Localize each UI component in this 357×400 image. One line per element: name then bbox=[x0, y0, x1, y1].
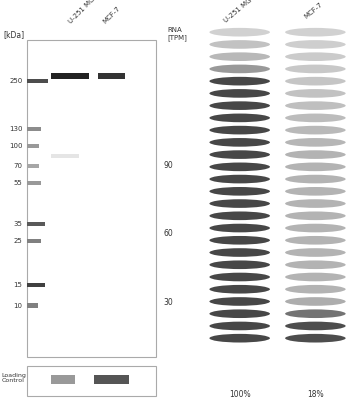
Ellipse shape bbox=[285, 138, 346, 147]
Ellipse shape bbox=[285, 101, 346, 110]
Ellipse shape bbox=[210, 212, 270, 220]
Ellipse shape bbox=[210, 322, 270, 330]
Text: [kDa]: [kDa] bbox=[4, 30, 25, 39]
Text: RNA
[TPM]: RNA [TPM] bbox=[168, 27, 188, 40]
Bar bbox=[27, 239, 41, 243]
Ellipse shape bbox=[210, 248, 270, 257]
Ellipse shape bbox=[285, 236, 346, 245]
Text: 90: 90 bbox=[164, 161, 174, 170]
Ellipse shape bbox=[285, 224, 346, 232]
Text: 70: 70 bbox=[13, 163, 22, 169]
FancyBboxPatch shape bbox=[27, 40, 156, 357]
Ellipse shape bbox=[210, 150, 270, 159]
Ellipse shape bbox=[210, 126, 270, 134]
Ellipse shape bbox=[210, 199, 270, 208]
Ellipse shape bbox=[210, 28, 270, 36]
Ellipse shape bbox=[210, 273, 270, 281]
Ellipse shape bbox=[285, 187, 346, 196]
Text: MCF-7: MCF-7 bbox=[102, 6, 122, 25]
Ellipse shape bbox=[285, 52, 346, 61]
Ellipse shape bbox=[285, 297, 346, 306]
Ellipse shape bbox=[210, 114, 270, 122]
Text: 18%: 18% bbox=[307, 390, 324, 399]
Text: High  Low: High Low bbox=[73, 374, 110, 382]
Text: 10: 10 bbox=[13, 302, 22, 309]
Ellipse shape bbox=[285, 126, 346, 134]
Ellipse shape bbox=[285, 273, 346, 281]
Bar bbox=[51, 375, 75, 384]
Text: 55: 55 bbox=[14, 180, 22, 186]
Ellipse shape bbox=[285, 285, 346, 294]
Bar bbox=[94, 375, 129, 384]
Text: U-251 MG: U-251 MG bbox=[68, 0, 96, 25]
Ellipse shape bbox=[210, 162, 270, 171]
Bar bbox=[27, 164, 39, 168]
Ellipse shape bbox=[210, 175, 270, 183]
Ellipse shape bbox=[285, 260, 346, 269]
Ellipse shape bbox=[285, 150, 346, 159]
Text: 100%: 100% bbox=[229, 390, 251, 399]
Ellipse shape bbox=[210, 310, 270, 318]
Ellipse shape bbox=[285, 89, 346, 98]
Text: U-251 MG: U-251 MG bbox=[223, 0, 253, 24]
Ellipse shape bbox=[285, 77, 346, 86]
Ellipse shape bbox=[210, 260, 270, 269]
Bar bbox=[27, 126, 41, 131]
Ellipse shape bbox=[210, 65, 270, 73]
Ellipse shape bbox=[285, 334, 346, 342]
Bar bbox=[27, 303, 38, 308]
Bar bbox=[51, 154, 79, 158]
Bar bbox=[27, 181, 41, 186]
Ellipse shape bbox=[210, 89, 270, 98]
Text: 15: 15 bbox=[14, 282, 22, 288]
Text: 35: 35 bbox=[14, 221, 22, 227]
Ellipse shape bbox=[210, 52, 270, 61]
Ellipse shape bbox=[210, 101, 270, 110]
Bar bbox=[51, 73, 89, 79]
Ellipse shape bbox=[210, 224, 270, 232]
Ellipse shape bbox=[210, 236, 270, 245]
Text: 250: 250 bbox=[9, 78, 22, 84]
Text: 60: 60 bbox=[164, 229, 174, 238]
Ellipse shape bbox=[285, 114, 346, 122]
Ellipse shape bbox=[210, 138, 270, 147]
Ellipse shape bbox=[210, 334, 270, 342]
FancyBboxPatch shape bbox=[27, 366, 156, 396]
Ellipse shape bbox=[285, 248, 346, 257]
Text: MCF-7: MCF-7 bbox=[303, 1, 324, 19]
Ellipse shape bbox=[285, 65, 346, 73]
Bar bbox=[27, 222, 45, 226]
Ellipse shape bbox=[210, 77, 270, 86]
Ellipse shape bbox=[210, 297, 270, 306]
Text: 30: 30 bbox=[164, 298, 174, 307]
Ellipse shape bbox=[285, 162, 346, 171]
Ellipse shape bbox=[210, 187, 270, 196]
Ellipse shape bbox=[210, 285, 270, 294]
Ellipse shape bbox=[285, 40, 346, 49]
Ellipse shape bbox=[285, 212, 346, 220]
Ellipse shape bbox=[210, 40, 270, 49]
Bar bbox=[27, 79, 48, 84]
Ellipse shape bbox=[285, 322, 346, 330]
Ellipse shape bbox=[285, 310, 346, 318]
Text: 130: 130 bbox=[9, 126, 22, 132]
Text: 100: 100 bbox=[9, 143, 22, 149]
Text: Loading
Control: Loading Control bbox=[2, 373, 26, 383]
Bar bbox=[98, 73, 125, 79]
Bar bbox=[27, 283, 45, 288]
Bar bbox=[27, 144, 39, 148]
Ellipse shape bbox=[285, 28, 346, 36]
Ellipse shape bbox=[285, 175, 346, 183]
Text: 25: 25 bbox=[14, 238, 22, 244]
Ellipse shape bbox=[285, 199, 346, 208]
